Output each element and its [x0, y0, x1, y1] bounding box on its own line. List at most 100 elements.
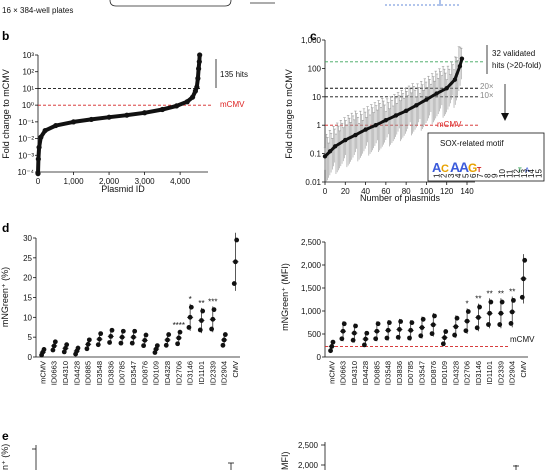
panel-b-x-tick-label: 2,000 [99, 177, 120, 186]
panel-d-left-category-label: ID1101 [197, 361, 206, 385]
sox-motif-inset: SOX-related motif A C A A G T T A 123456… [427, 132, 545, 182]
panel-d-left-category-label: CMV [231, 361, 240, 378]
panel-b-hits-label: 135 hits [220, 70, 248, 79]
panel-d-right-data-point [519, 294, 525, 300]
panel-d-left-category-label: ID0109 [152, 361, 161, 385]
panel-e-left-y-axis-label: n⁺ (%) [0, 444, 10, 470]
panel-d-right-category-label: ID4328 [451, 361, 460, 385]
panel-d-right-data-point [443, 329, 449, 334]
panel-d-right-data-point [477, 304, 482, 310]
panel-c-y-axis-label: Fold change to mCMV [284, 69, 294, 159]
panel-d-right-data-point [351, 330, 357, 336]
panel-c-10x-label: 10× [480, 91, 494, 100]
panel-d-right-category-label: ID3547 [417, 361, 426, 385]
panel-d-left-category-label: ID0876 [140, 361, 149, 385]
motif-position-label: 9 [491, 173, 500, 178]
panel-d-right-data-point [339, 336, 345, 342]
panel-b-data-point [197, 52, 203, 58]
panel-b-data-point [88, 116, 94, 123]
panel-d-left-data-point [233, 259, 238, 265]
panel-b-data-point [36, 144, 42, 150]
panel-d-right-category-label: ID2904 [508, 361, 517, 385]
motif-position-label: 7 [476, 173, 485, 178]
panel-c-y-tick-label: 0.1 [310, 150, 322, 159]
panel-d-right-category-label: ID2339 [496, 361, 505, 385]
panel-d-right-significance: ** [509, 288, 515, 297]
panel-d-right-category-label: CMV [519, 361, 528, 378]
motif-position-label: 13 [520, 169, 529, 178]
panel-d-left-data-point [209, 326, 215, 332]
panel-d-right-data-point [432, 313, 437, 319]
panel-d-left-data-point [188, 304, 194, 310]
panel-b-data-point [35, 171, 41, 177]
panel-b-x-tick-label: 3,000 [135, 177, 156, 186]
panel-d-left-significance: *** [208, 297, 217, 306]
panel-b-x-tick-label: 0 [36, 177, 41, 186]
panel-d-left-data-point [119, 334, 125, 340]
panel-d-left-data-point [63, 345, 68, 351]
panel-d-left-data-point [86, 337, 92, 343]
panel-c-data-point [457, 63, 463, 69]
panel-d-left-data-point [222, 332, 228, 337]
panel-d-right-data-point [440, 341, 446, 347]
panel-d-right-data-point [384, 335, 390, 341]
panel-d-left-data-point [84, 346, 90, 352]
panel-d-right-data-point [521, 276, 526, 282]
panel-d-right-data-point [474, 325, 480, 331]
panel-d-right-data-point [464, 318, 470, 324]
panel-d-left-category-label: ID2904 [220, 361, 229, 385]
panel-c-y-tick-label: 1,000 [301, 36, 322, 45]
panel-b-data-point [196, 59, 202, 65]
panel-d-left-category-label: mCMV [38, 361, 47, 384]
panel-d-left-data-point [129, 340, 135, 346]
panel-c-y-tick-label: 100 [308, 64, 322, 73]
panel-e-right-tick-label-2500: 2,500 [298, 441, 319, 450]
panel-b-y-tick-label: 10³ [22, 51, 34, 60]
panel-c-20x-label: 20× [480, 82, 494, 91]
panel-b-y-tick-label: 10² [22, 68, 34, 77]
panel-d-right-y-tick-label: 1,000 [301, 307, 322, 316]
panel-d-left-category-label: ID0663 [50, 361, 59, 385]
panel-c-data-point [393, 113, 399, 118]
panel-d-label: d [2, 221, 9, 235]
panel-d-left-data-point [186, 325, 192, 330]
panel-d-right-data-point [522, 257, 528, 263]
panel-c-x-tick-label: 40 [361, 187, 370, 196]
panel-b-x-tick-label: 1,000 [64, 177, 85, 186]
panel-d-right-category-label: ID0876 [429, 361, 438, 385]
panel-d-left-category-label: ID0885 [84, 361, 93, 385]
motif-title: SOX-related motif [440, 139, 504, 148]
panel-b-y-tick-label: 10⁰ [22, 101, 34, 110]
panel-d-left-data-point [199, 318, 204, 323]
panel-d-right-data-point [465, 309, 471, 314]
panel-d-left-y-tick-label: 20 [23, 274, 32, 283]
panel-d-right-category-label: ID0663 [339, 361, 348, 385]
panel-b-data-point [194, 84, 200, 90]
panel-d-right-data-point [442, 335, 447, 341]
svg-text:A: A [525, 168, 530, 174]
panel-d-left-data-point [165, 337, 170, 343]
panel-d-right-category-label: ID4310 [350, 361, 359, 385]
panel-d-left-data-point [231, 281, 237, 286]
panel-c-data-point [403, 108, 409, 114]
panel-c-data-point [444, 86, 449, 91]
panel-c-x-tick-label: 80 [402, 187, 411, 196]
panel-d-right-data-point [487, 310, 493, 316]
panel-d-left-category-label: ID3548 [95, 361, 104, 385]
motif-position-label: 6 [469, 173, 478, 178]
panel-d-left-significance: **** [173, 321, 185, 330]
panel-c-x-tick-label: 100 [420, 187, 434, 196]
panel-d-left-y-tick-label: 10 [23, 313, 32, 322]
panel-d-right-category-label: ID0885 [372, 361, 381, 385]
panel-c-y-tick-label: 10 [312, 93, 321, 102]
panel-d-left-data-point [75, 345, 81, 351]
panel-d-right-data-point [407, 335, 412, 341]
panel-d-right-y-tick-label: 500 [308, 330, 322, 339]
panel-d-left-data-point [41, 347, 47, 352]
panel-d-left-significance: * [189, 295, 192, 304]
panel-d-left-category-label: ID3547 [129, 361, 138, 385]
panel-d-right-data-point [419, 325, 425, 330]
panel-b-y-axis-label: Fold change to mCMV [1, 69, 11, 159]
panel-d-left-category-label: ID3836 [106, 361, 115, 385]
panel-d-left-data-point [200, 308, 206, 314]
